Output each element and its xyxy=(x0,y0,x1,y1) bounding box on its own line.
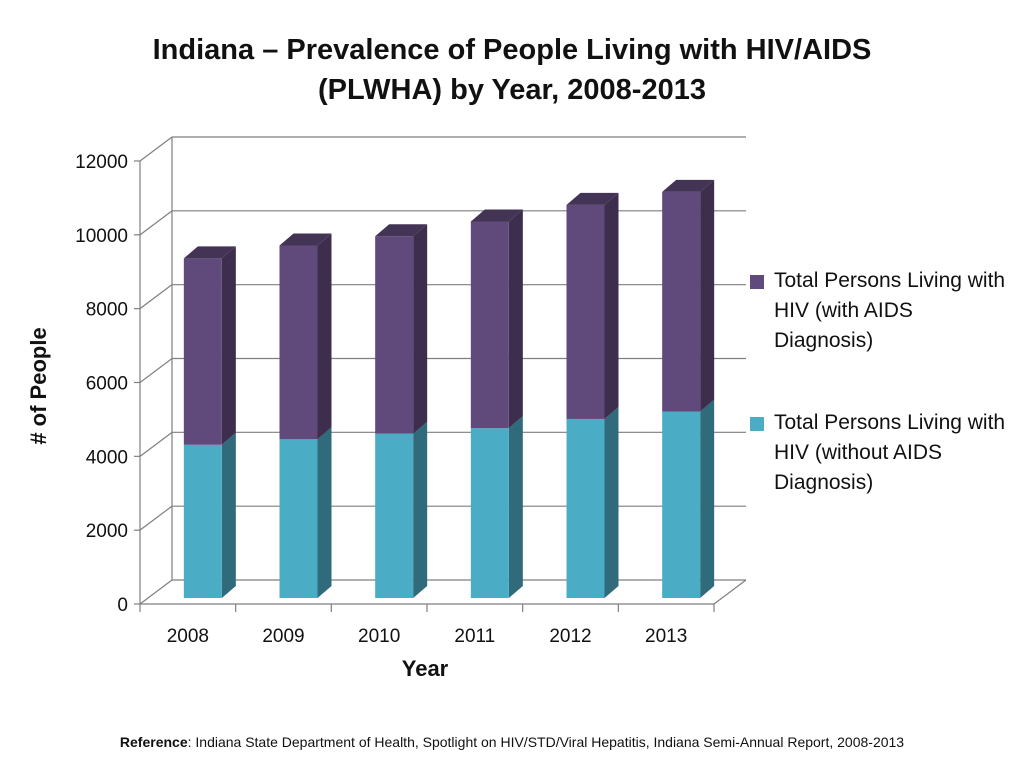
bar-segment-without-aids-side xyxy=(700,399,715,598)
y-tick-label: 6000 xyxy=(86,374,128,395)
bar-segment-with-aids xyxy=(566,204,605,419)
bar-segment-with-aids-side xyxy=(508,209,523,429)
bar-segment-with-aids-side xyxy=(604,192,619,419)
bar-segment-with-aids xyxy=(279,245,318,440)
legend-swatch-with-aids xyxy=(750,275,764,289)
bar-segment-without-aids xyxy=(566,418,605,598)
bar-segment-with-aids-side xyxy=(413,224,428,434)
x-tick-label: 2010 xyxy=(358,626,400,647)
chart-title-line-2: (PLWHA) by Year, 2008-2013 xyxy=(318,74,706,106)
bar-segment-with-aids-top xyxy=(662,179,715,192)
gridline-diagonal xyxy=(139,358,173,383)
floor-right-edge xyxy=(713,579,747,605)
bar-segment-with-aids-top xyxy=(183,246,236,259)
x-tick-label: 2009 xyxy=(262,626,304,647)
gridline-diagonal xyxy=(139,505,173,531)
gridline-diagonal xyxy=(139,210,173,236)
y-tick-label: 0 xyxy=(117,595,128,616)
chart-title-line-1: Indiana – Prevalence of People Living wi… xyxy=(152,34,872,66)
legend-label-with-aids: Total Persons Living with HIV (with AIDS… xyxy=(774,269,1006,352)
bar-segment-with-aids-top xyxy=(375,224,428,237)
bar-segment-with-aids xyxy=(375,236,414,434)
bar-segment-with-aids-top xyxy=(470,209,523,222)
bar-segment-without-aids-side xyxy=(221,432,236,598)
gridline-diagonal xyxy=(139,284,173,310)
x-tick-label: 2011 xyxy=(454,626,495,647)
y-tick-label: 2000 xyxy=(86,521,128,542)
bar-segment-without-aids-side xyxy=(508,416,523,598)
reference-text: : Indiana State Department of Health, Sp… xyxy=(187,734,905,750)
gridline-diagonal xyxy=(139,431,173,457)
legend-item-without-aids: Total Persons Living with HIV (without A… xyxy=(750,408,1010,498)
bar-segment-without-aids xyxy=(183,444,222,598)
x-tick-label: 2008 xyxy=(167,626,209,647)
bar-segment-with-aids-side xyxy=(700,179,715,412)
reference-note: Reference: Indiana State Department of H… xyxy=(0,734,1024,750)
bar-segment-without-aids xyxy=(279,439,318,598)
bar-segment-with-aids xyxy=(470,221,509,429)
y-tick-label: 10000 xyxy=(75,226,128,247)
bar-segment-with-aids xyxy=(662,191,701,412)
x-axis-title: Year xyxy=(402,656,449,681)
bar-segment-without-aids xyxy=(470,428,509,598)
bar-segment-without-aids-side xyxy=(604,406,619,598)
x-tick-label: 2013 xyxy=(645,626,687,647)
x-tick-label: 2012 xyxy=(549,626,591,647)
bar-segment-without-aids xyxy=(375,433,414,598)
bar-segment-with-aids-top xyxy=(566,192,619,205)
y-axis-title: # of People xyxy=(26,327,51,444)
bar-segment-without-aids xyxy=(662,411,701,598)
legend-item-with-aids: Total Persons Living with HIV (with AIDS… xyxy=(750,266,1010,356)
bar-segment-with-aids-side xyxy=(317,233,332,440)
bar-segment-without-aids-side xyxy=(317,427,332,598)
legend-label-without-aids: Total Persons Living with HIV (without A… xyxy=(774,411,1006,494)
gridline-diagonal xyxy=(139,579,173,605)
chart-title: Indiana – Prevalence of People Living wi… xyxy=(60,30,964,110)
gridline-diagonal xyxy=(139,136,173,162)
bar-segment-without-aids-side xyxy=(413,421,428,598)
chart-legend: Total Persons Living with HIV (with AIDS… xyxy=(750,266,1010,550)
reference-label: Reference xyxy=(119,734,188,750)
bar-segment-with-aids-top xyxy=(279,233,332,246)
bar-segment-with-aids-side xyxy=(221,246,236,445)
bar-segment-with-aids xyxy=(183,258,222,445)
y-tick-label: 4000 xyxy=(86,447,128,468)
y-tick-label: 12000 xyxy=(75,152,128,173)
y-tick-label: 8000 xyxy=(86,300,128,321)
legend-swatch-without-aids xyxy=(750,417,764,431)
